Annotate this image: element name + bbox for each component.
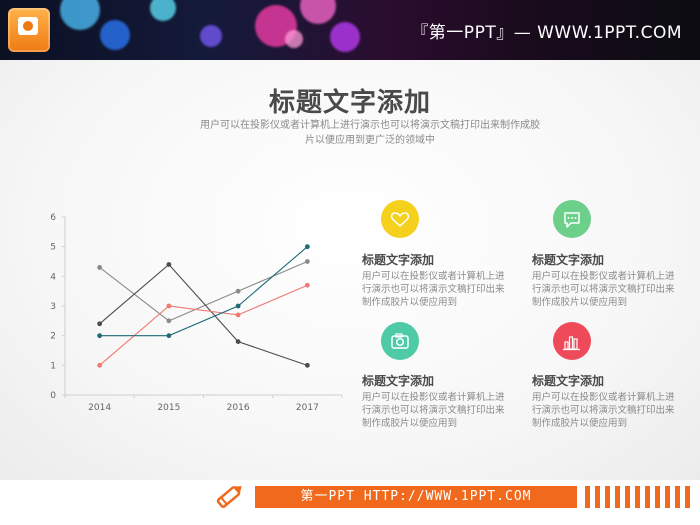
series-4-line: [99, 246, 308, 337]
series-1-point: [304, 259, 310, 264]
powerpoint-logo-icon: [8, 8, 50, 52]
slide-body: [0, 60, 700, 480]
footer-url[interactable]: 第一PPT HTTP://WWW.1PPT.COM: [300, 489, 532, 504]
page-title: 标题文字添加: [268, 88, 431, 118]
series-2-point: [166, 262, 172, 267]
bokeh-light: [285, 30, 303, 48]
header-banner: 『第一PPT』— WWW.1PPT.COM: [0, 0, 700, 60]
bokeh-light: [60, 0, 100, 30]
pencil-icon: [216, 486, 242, 508]
x-tick-label: 2016: [227, 403, 250, 413]
x-tick-label: 2017: [296, 403, 319, 413]
x-tick-label: 2015: [157, 403, 180, 413]
feature-4-icon-circle: [553, 322, 591, 360]
site-title: 『第一PPT』— WWW.1PPT.COM: [411, 23, 682, 43]
y-tick-label: 0: [50, 391, 56, 401]
stripe: [585, 486, 590, 508]
camera-icon: [391, 333, 409, 349]
series-2-point: [235, 339, 241, 344]
series-1-point: [166, 318, 172, 324]
series-3-point: [304, 282, 310, 288]
feature-1-desc: 用户可以在投影仪或者计算机上进行演示也可以将演示文稿打印出来制作成胶片以便应用到: [362, 271, 505, 308]
series-2-point: [97, 321, 103, 327]
feature-2-desc: 用户可以在投影仪或者计算机上进行演示也可以将演示文稿打印出来制作成胶片以便应用到: [532, 271, 675, 308]
stripe: [675, 486, 680, 508]
feature-2-icon-circle: [553, 200, 591, 238]
stripe: [645, 486, 650, 508]
y-tick-label: 1: [50, 361, 56, 371]
bokeh-light: [300, 0, 336, 24]
series-3-point: [97, 362, 103, 368]
feature-1-icon-circle: [381, 200, 419, 238]
stripe: [685, 486, 690, 508]
stripe: [655, 486, 660, 508]
line-chart: 0 1 2 3 4 5 6 2014 2015 2016 2017: [50, 213, 343, 413]
bokeh-light: [150, 0, 176, 21]
series-4-point: [235, 303, 241, 309]
y-tick-label: 5: [50, 243, 56, 253]
bokeh-light: [100, 20, 130, 50]
stripe: [615, 486, 620, 508]
series-4-point: [166, 333, 172, 339]
feature-4-desc: 用户可以在投影仪或者计算机上进行演示也可以将演示文稿打印出来制作成胶片以便应用到: [532, 392, 675, 429]
footer-stripes: [585, 486, 697, 508]
series-4-point: [97, 333, 103, 339]
y-tick-label: 6: [50, 213, 56, 223]
stripe: [625, 486, 630, 508]
series-1-line: [99, 260, 308, 322]
stripe: [665, 486, 670, 508]
series-2-point: [304, 362, 310, 368]
x-tick-label: 2014: [88, 403, 111, 413]
chat-bubble-icon: [564, 212, 580, 228]
series-4-point: [304, 244, 310, 250]
page-subtitle: 用户可以在投影仪或者计算机上进行演示也可以将演示文稿打印出来制作成胶片以便应用到…: [200, 120, 540, 146]
stripe: [595, 486, 600, 508]
series-2-line: [99, 263, 308, 366]
heart-icon: [390, 212, 410, 228]
feature-2-title: 标题文字添加: [532, 253, 605, 267]
y-tick-label: 4: [50, 272, 56, 282]
feature-3-desc: 用户可以在投影仪或者计算机上进行演示也可以将演示文稿打印出来制作成胶片以便应用到: [362, 392, 505, 429]
stripe: [635, 486, 640, 508]
bar-chart-icon: [563, 336, 580, 351]
feature-4-title: 标题文字添加: [532, 374, 605, 388]
feature-3-icon-circle: [381, 322, 419, 360]
y-tick-label: 3: [50, 302, 56, 312]
feature-1-title: 标题文字添加: [362, 253, 435, 267]
series-1-point: [97, 265, 103, 270]
footer-link-bar[interactable]: 第一PPT HTTP://WWW.1PPT.COM: [255, 486, 577, 508]
series-3-point: [235, 312, 241, 318]
series-3-point: [166, 303, 172, 309]
y-tick-label: 2: [50, 332, 56, 342]
bokeh-light: [330, 22, 360, 52]
bokeh-light: [200, 25, 222, 47]
series-1-point: [235, 288, 241, 294]
stripe: [605, 486, 610, 508]
feature-3-title: 标题文字添加: [362, 374, 435, 388]
